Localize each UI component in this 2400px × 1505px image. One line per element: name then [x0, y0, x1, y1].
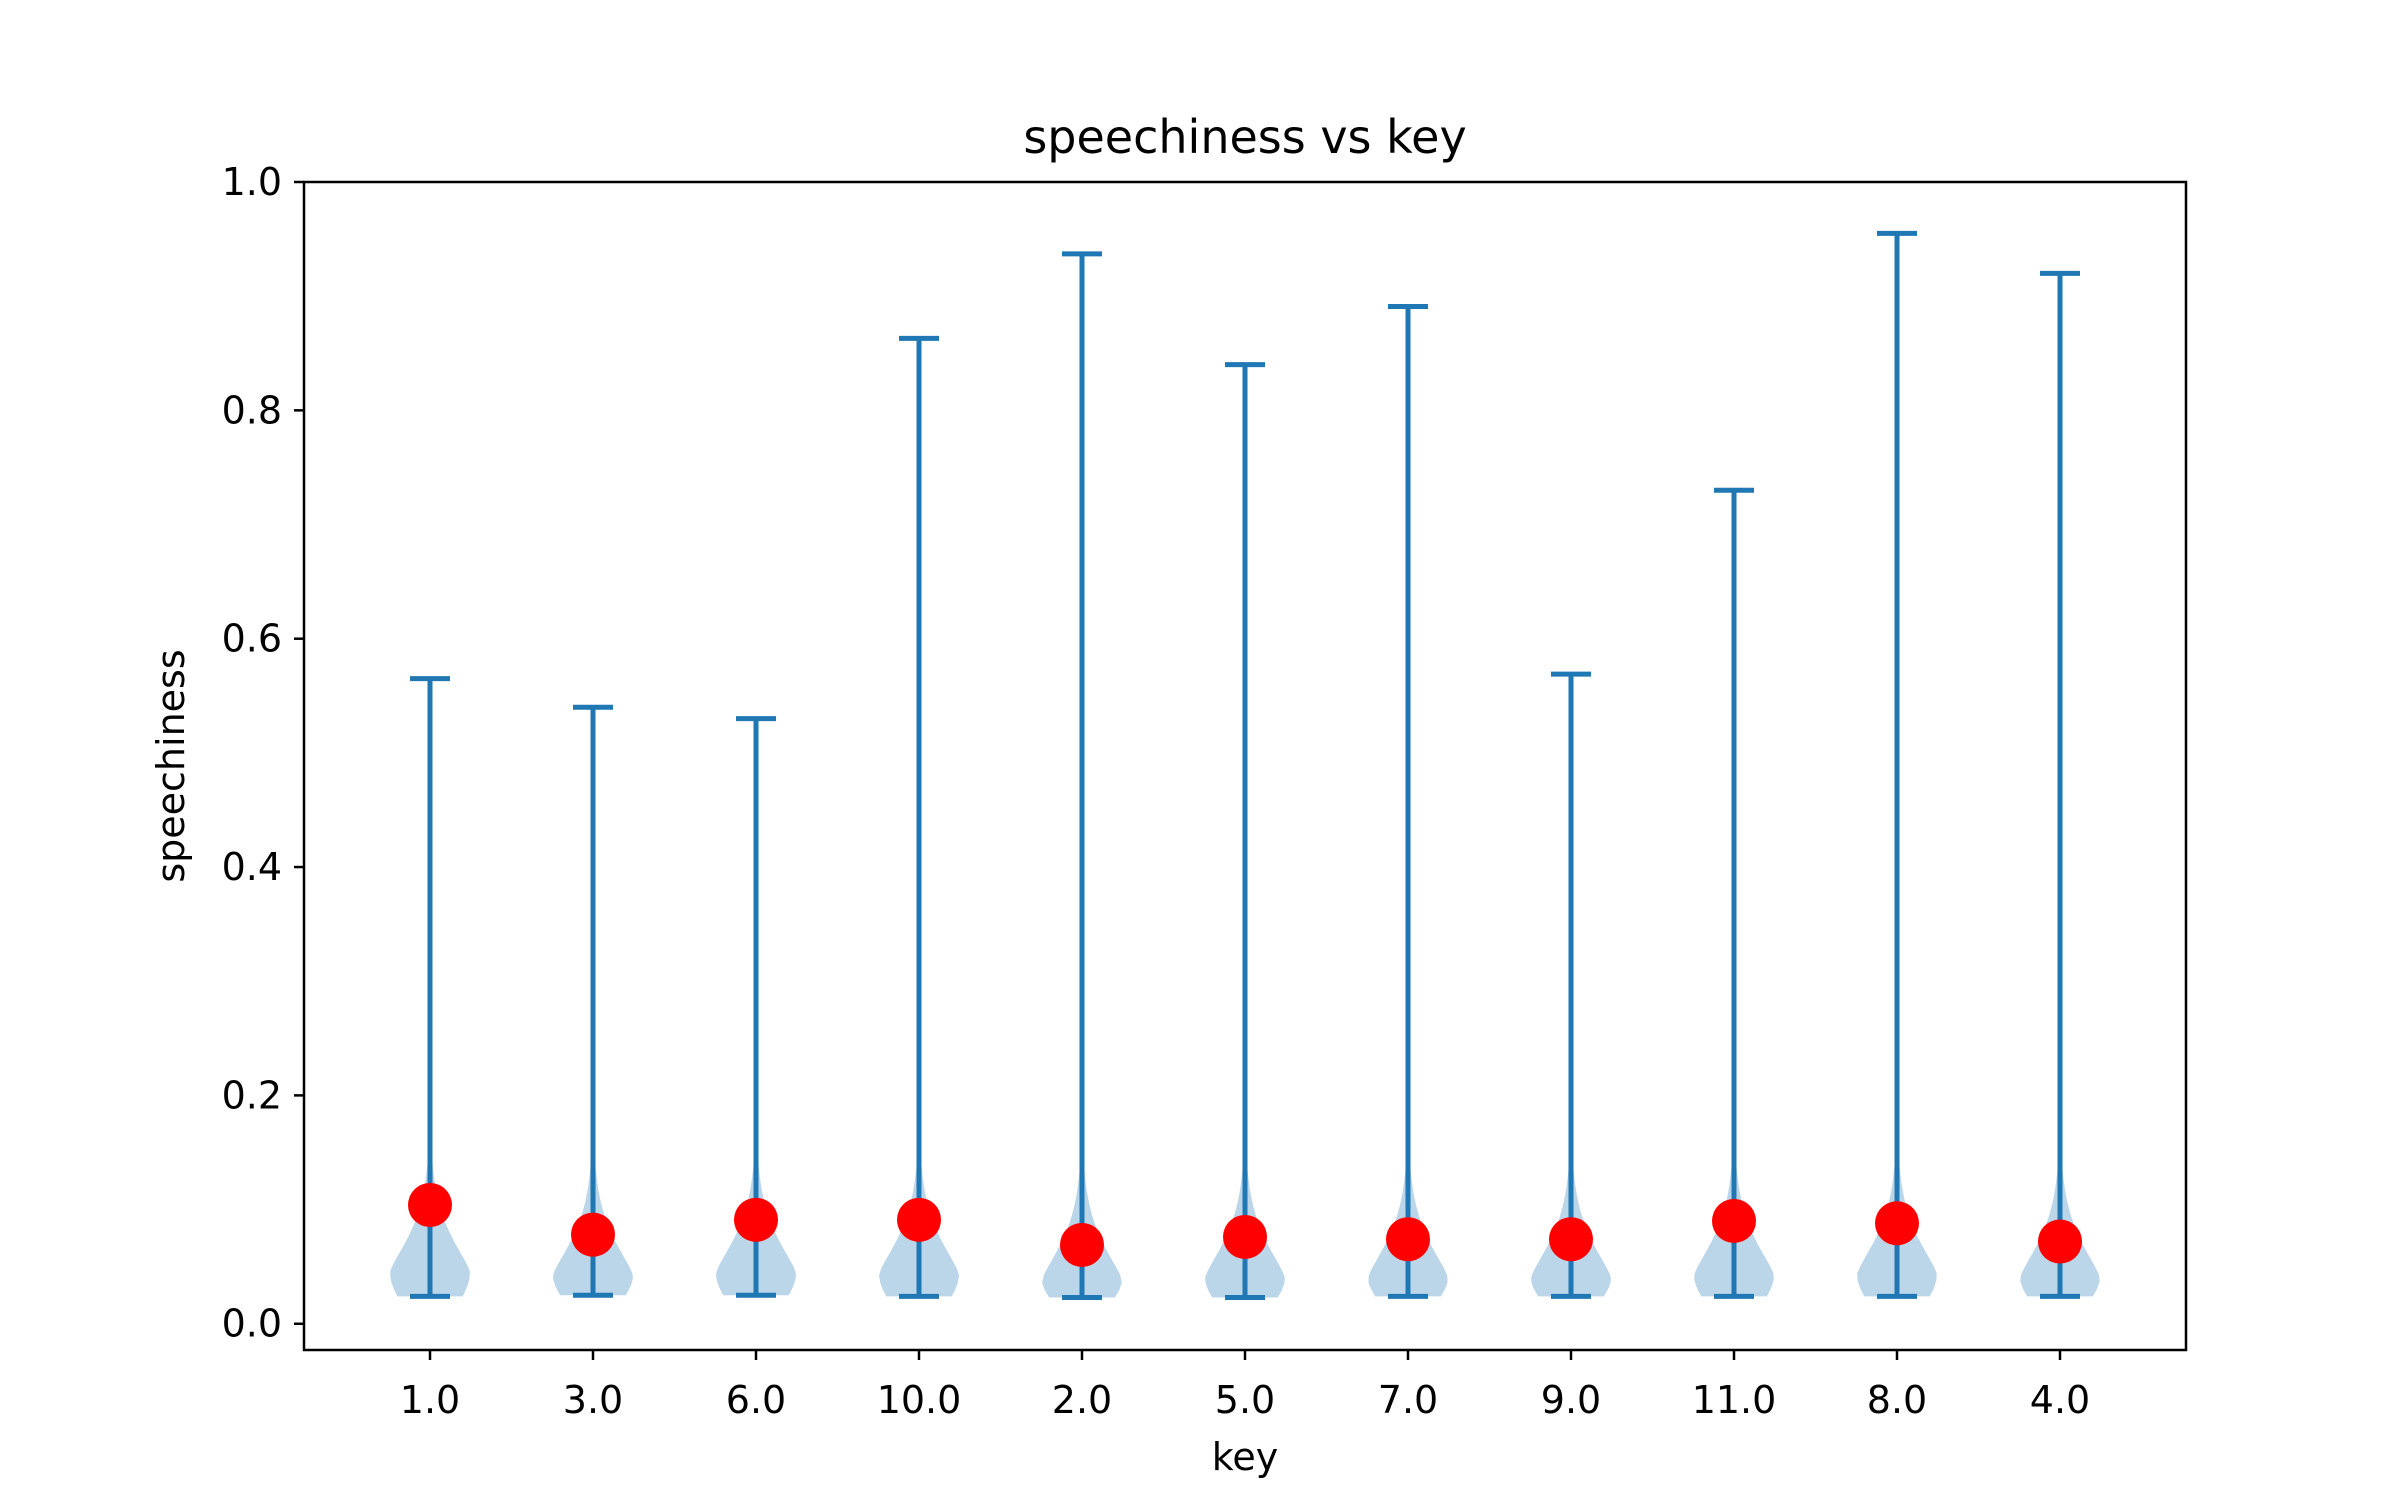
- y-axis-label: speechiness: [149, 649, 193, 882]
- x-tick-label: 8.0: [1867, 1378, 1927, 1422]
- x-tick-label: 10.0: [877, 1378, 962, 1422]
- y-tick-label: 0.2: [222, 1073, 282, 1117]
- y-tick-label: 0.6: [222, 617, 282, 661]
- y-tick-label: 1.0: [222, 160, 282, 204]
- mean-point-3.0: [571, 1212, 615, 1257]
- mean-markers-layer: [408, 1182, 2082, 1267]
- mean-point-9.0: [1549, 1217, 1593, 1262]
- x-tick-label: 6.0: [726, 1378, 786, 1422]
- x-tick-label: 9.0: [1541, 1378, 1601, 1422]
- mean-point-8.0: [1875, 1201, 1919, 1246]
- mean-point-4.0: [2038, 1219, 2082, 1264]
- y-tick-label: 0.8: [222, 388, 282, 432]
- x-axis-label: key: [1212, 1435, 1279, 1479]
- x-tick-label: 1.0: [400, 1378, 460, 1422]
- chart-title: speechiness vs key: [1023, 110, 1466, 164]
- mean-point-11.0: [1712, 1198, 1756, 1243]
- x-tick-label: 11.0: [1692, 1378, 1777, 1422]
- x-tick-label: 3.0: [563, 1378, 623, 1422]
- y-axis-ticks: 0.0 0.2 0.4 0.6 0.8 1.0: [222, 160, 304, 1346]
- mean-point-2.0: [1060, 1222, 1104, 1267]
- x-tick-label: 4.0: [2030, 1378, 2090, 1422]
- x-tick-label: 2.0: [1052, 1378, 1112, 1422]
- y-tick-label: 0.0: [222, 1302, 282, 1346]
- mean-point-1.0: [408, 1182, 452, 1227]
- y-tick-label: 0.4: [222, 845, 282, 889]
- mean-point-6.0: [734, 1197, 778, 1242]
- mean-point-7.0: [1386, 1217, 1430, 1262]
- x-tick-label: 5.0: [1215, 1378, 1275, 1422]
- x-tick-label: 7.0: [1378, 1378, 1438, 1422]
- mean-point-10.0: [897, 1197, 941, 1242]
- mean-point-5.0: [1223, 1214, 1267, 1259]
- x-axis-ticks: 1.0 3.0 6.0 10.0 2.0 5.0 7.0 9.0 11.0 8.0 4.0: [400, 1350, 2090, 1422]
